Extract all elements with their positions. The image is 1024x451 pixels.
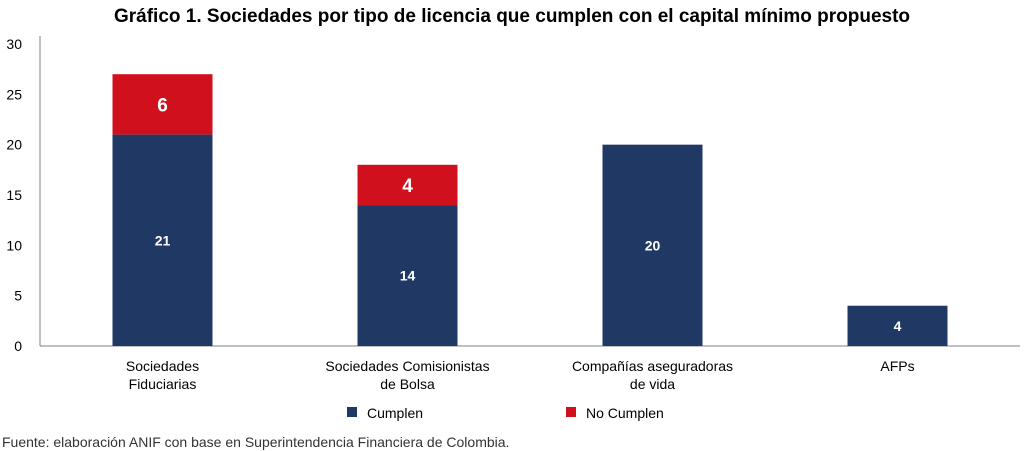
legend-label: Cumplen — [367, 405, 423, 421]
y-tick-label: 20 — [6, 137, 22, 153]
chart-category-labels: Sociedades Fiduciarias Sociedades Comision… — [126, 358, 915, 392]
y-tick-label: 10 — [6, 237, 22, 253]
y-tick-label: 15 — [6, 187, 22, 203]
chart-data-labels: 21 6 14 4 20 4 — [155, 95, 902, 333]
x-category-label: Sociedades Comisionistas — [325, 358, 489, 374]
bar-value-label: 4 — [402, 176, 413, 197]
x-category-label: Sociedades — [126, 358, 199, 374]
bar-value-label: 20 — [645, 237, 661, 253]
y-tick-label: 5 — [14, 288, 22, 304]
x-category-label: de Bolsa — [380, 376, 435, 392]
bar-value-label: 4 — [894, 318, 902, 334]
bar-value-label: 21 — [155, 232, 171, 248]
bar-segment-no-cumplen — [357, 164, 458, 206]
legend-swatch — [566, 407, 576, 417]
bar-segment-cumplen — [357, 205, 458, 346]
bar-value-label: 6 — [157, 95, 168, 116]
legend-swatch — [347, 407, 357, 417]
chart-legend: Cumplen No Cumplen — [347, 405, 664, 421]
bar-segment-cumplen — [602, 144, 703, 346]
chart-title: Gráfico 1. Sociedades por tipo de licenc… — [114, 6, 910, 27]
x-category-label: Compañías aseguradoras — [572, 358, 733, 374]
bar-value-label: 14 — [400, 268, 416, 284]
y-tick-label: 30 — [6, 36, 22, 52]
source-note: Fuente: elaboración ANIF con base en Sup… — [2, 434, 509, 450]
bar-segment-cumplen — [112, 134, 213, 346]
x-category-label: de vida — [630, 376, 675, 392]
y-tick-label: 25 — [6, 86, 22, 102]
bar-segment-no-cumplen — [112, 74, 213, 135]
bar-segment-cumplen — [847, 305, 948, 346]
x-category-label: AFPs — [880, 358, 914, 374]
y-tick-label: 0 — [14, 338, 22, 354]
x-category-label: Fiduciarias — [129, 376, 197, 392]
legend-label: No Cumplen — [586, 405, 664, 421]
chart-bars — [112, 74, 948, 346]
